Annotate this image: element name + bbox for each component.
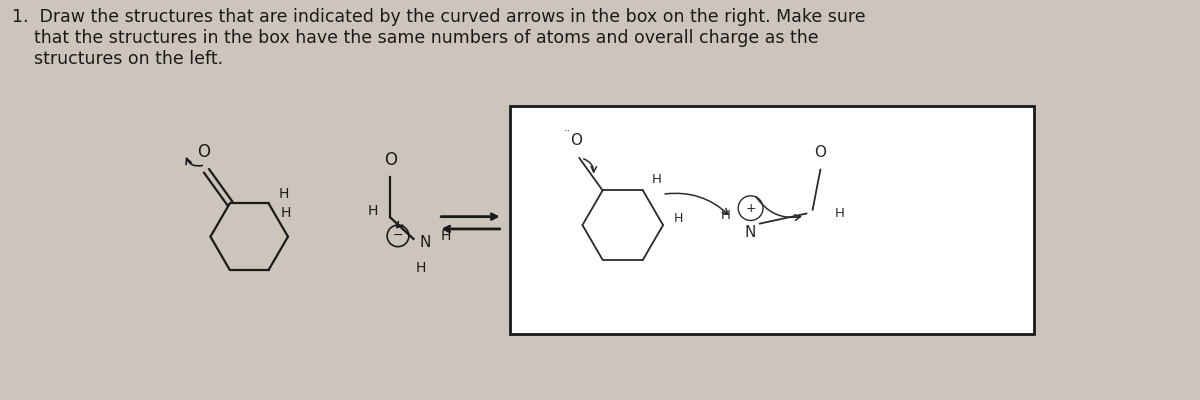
- Text: H: H: [416, 261, 426, 275]
- Text: O: O: [570, 133, 582, 148]
- Bar: [510, 106, 1033, 334]
- Text: H: H: [721, 209, 731, 222]
- Text: H: H: [674, 212, 683, 226]
- Text: ..: ..: [563, 124, 570, 134]
- Text: O: O: [384, 151, 397, 169]
- Text: H: H: [278, 187, 289, 201]
- Text: N: N: [420, 234, 431, 250]
- Text: H: H: [834, 207, 845, 220]
- Text: 1.  Draw the structures that are indicated by the curved arrows in the box on th: 1. Draw the structures that are indicate…: [12, 8, 865, 68]
- Text: H: H: [440, 229, 451, 243]
- Text: H: H: [368, 204, 378, 218]
- Text: N: N: [745, 225, 756, 240]
- Text: O: O: [197, 143, 210, 161]
- Text: O: O: [815, 146, 827, 160]
- Text: H: H: [652, 173, 661, 186]
- Text: +: +: [745, 202, 756, 215]
- Text: H: H: [281, 206, 290, 220]
- Text: −: −: [392, 229, 403, 242]
